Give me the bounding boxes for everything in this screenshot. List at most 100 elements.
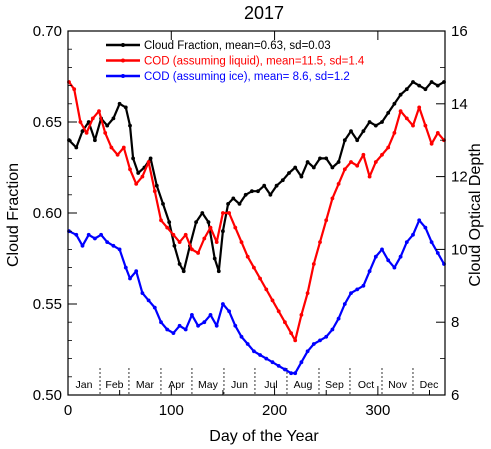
series-point-1 [404,116,409,121]
series-point-1 [196,251,201,255]
chart-title: 2017 [244,3,284,23]
series-point-0 [194,220,199,225]
series-point-0 [250,189,254,194]
series-point-0 [216,269,221,274]
series-point-1 [121,145,126,150]
series-point-1 [221,211,225,215]
month-label-mar: Mar [136,379,155,391]
y-tick-label-right: 14 [451,96,468,113]
y-tick-label-right: 16 [451,23,468,40]
series-point-2 [305,349,310,354]
series-point-0 [274,183,279,188]
y-tick-label-left: 0.50 [33,387,62,404]
series-point-2 [435,251,440,255]
series-point-0 [80,129,85,134]
series-point-2 [239,334,244,339]
series-point-0 [367,120,372,124]
series-point-1 [373,160,378,164]
legend-entry-0: Cloud Fraction, mean=0.63, sd=0.03 [144,40,331,52]
x-tick-label: 0 [64,402,72,419]
y-tick-label-left: 0.60 [33,205,62,222]
series-point-0 [404,87,409,92]
series-point-1 [134,182,139,186]
series-point-0 [131,156,136,161]
month-label-jun: Jun [231,379,248,391]
series-point-1 [103,131,108,135]
month-label-may: May [198,379,219,391]
series-point-0 [380,120,384,124]
series-point-2 [117,247,122,252]
series-point-0 [221,229,225,234]
series-point-0 [417,83,422,88]
series-point-2 [221,302,225,306]
series-point-2 [264,356,269,361]
series-point-2 [324,334,329,339]
series-point-2 [190,313,194,317]
series-point-0 [355,138,360,143]
series-point-2 [105,240,110,245]
y-tick-label-left: 0.55 [33,296,62,313]
series-point-2 [398,254,403,259]
series-point-2 [258,353,262,357]
series-point-2 [93,236,97,241]
series-point-2 [336,316,341,321]
series-point-1 [72,87,77,92]
month-label-jul: Jul [264,379,277,391]
series-point-2 [227,309,232,314]
month-dividers [99,368,414,395]
series-point-1 [183,232,188,237]
month-label-jan: Jan [76,379,93,391]
series-point-2 [380,247,384,252]
series-point-0 [429,80,434,84]
series-point-0 [93,138,97,143]
series-point-2 [214,323,219,328]
series-point-2 [202,320,207,325]
series-point-1 [115,152,120,157]
series-point-2 [404,240,409,245]
x-tick-label: 100 [159,402,184,419]
series-point-2 [177,323,182,328]
y-tick-label-left: 0.65 [33,114,62,131]
series-point-0 [262,183,267,188]
series-point-1 [299,313,304,317]
series-point-0 [392,101,397,106]
series-point-1 [146,160,151,164]
series-point-2 [111,243,116,248]
series-point-0 [305,160,310,164]
series-point-0 [336,160,341,164]
series-point-1 [128,167,132,172]
month-label-oct: Oct [358,379,374,391]
series-point-0 [128,123,132,128]
series-point-1 [417,105,422,110]
series-point-1 [324,218,329,223]
series-point-1 [361,152,366,157]
series-point-2 [299,360,304,365]
series-point-1 [84,131,89,135]
series-point-2 [233,323,238,328]
y-axis-label-right: Cloud Optical Depth [467,143,484,286]
x-tick-label: 300 [365,402,390,419]
series-point-0 [237,202,242,206]
series-point-2 [373,254,378,259]
month-label-apr: Apr [168,379,185,391]
series-point-1 [190,247,194,252]
series-point-2 [342,302,347,306]
series-point-1 [336,182,341,186]
y-tick-label-left: 0.70 [33,23,62,40]
series-point-2 [283,367,287,372]
series-point-0 [318,156,322,161]
series-point-1 [258,276,262,281]
series-point-2 [171,331,176,335]
series-point-1 [283,320,287,325]
series-point-1 [97,109,101,113]
series-point-2 [417,218,422,223]
series-line-1 [68,81,445,342]
series-point-0 [136,171,141,175]
series-point-1 [78,120,83,124]
series-point-2 [270,360,275,365]
series-point-1 [171,232,176,237]
series-point-1 [367,174,372,179]
legend-entry-2: COD (assuming ice), mean= 8.6, sd=1.2 [144,71,350,83]
series-point-0 [386,111,391,115]
legend: Cloud Fraction, mean=0.63, sd=0.03 COD (a… [106,40,365,83]
